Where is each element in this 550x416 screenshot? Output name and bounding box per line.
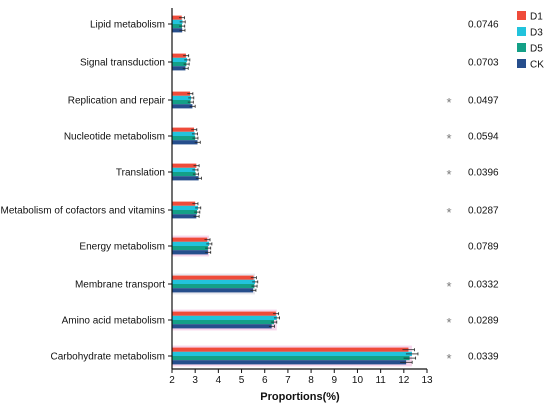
p-value: 0.0703 <box>468 58 499 69</box>
bar-d1-5 <box>172 201 196 206</box>
bar-d1-4 <box>172 163 197 168</box>
bar-ck-6 <box>172 250 208 255</box>
bar-d3-1 <box>172 57 188 62</box>
category-label: Amino acid metabolism <box>62 316 165 327</box>
legend-swatch-ck <box>517 59 526 68</box>
bar-d5-3 <box>172 136 196 141</box>
x-tick-label: 9 <box>331 375 337 386</box>
category-label: Carbohydrate metabolism <box>51 352 166 363</box>
x-tick-label: 4 <box>216 375 222 386</box>
bar-d3-5 <box>172 205 198 210</box>
p-value-column: 0.0746 0.0703 0.0497 * 0.0594 * 0.0396 * 0.0287 *… <box>446 20 499 367</box>
category-label: Translation <box>116 168 165 179</box>
bar-d1-7 <box>172 275 254 280</box>
bar-ck-1 <box>172 66 186 71</box>
significance-asterisk: * <box>446 315 451 330</box>
legend-swatch-d1 <box>517 11 526 20</box>
bar-ck-0 <box>172 28 183 33</box>
category-label: Lipid metabolism <box>90 20 165 31</box>
x-tick-label: 3 <box>192 375 198 386</box>
bar-d5-6 <box>172 246 208 251</box>
category-label: Metabolism of cofactors and vitamins <box>0 206 165 217</box>
bar-d3-2 <box>172 95 192 100</box>
x-tick-label: 10 <box>352 375 364 386</box>
p-value: 0.0594 <box>468 132 499 143</box>
bar-d5-4 <box>172 172 196 177</box>
legend-swatch-d5 <box>517 43 526 52</box>
significance-asterisk: * <box>446 351 451 366</box>
legend-label-d1: D1 <box>530 12 543 23</box>
bar-d5-5 <box>172 210 198 215</box>
bar-d5-1 <box>172 62 187 67</box>
category-label: Energy metabolism <box>79 242 165 253</box>
bar-d1-8 <box>172 311 276 316</box>
legend-label-d5: D5 <box>530 44 543 55</box>
x-tick-label: 7 <box>285 375 291 386</box>
significance-asterisk: * <box>446 279 451 294</box>
bar-d3-6 <box>172 241 210 246</box>
p-value: 0.0497 <box>468 96 499 107</box>
bar-d1-1 <box>172 53 186 58</box>
significance-asterisk: * <box>446 131 451 146</box>
p-value: 0.0289 <box>468 316 499 327</box>
legend-label-ck: CK <box>530 60 544 71</box>
p-value: 0.0789 <box>468 242 499 253</box>
x-axis-label: Proportions(%) <box>260 391 340 403</box>
bar-d1-3 <box>172 127 195 132</box>
bar-d5-2 <box>172 100 191 105</box>
significance-asterisk: * <box>446 167 451 182</box>
bars-layer <box>172 15 412 367</box>
category-label: Replication and repair <box>68 96 166 107</box>
bar-ck-2 <box>172 104 193 109</box>
bar-d5-9 <box>172 356 410 361</box>
bar-ck-8 <box>172 324 272 329</box>
bar-d1-6 <box>172 237 208 242</box>
bar-ck-5 <box>172 214 197 219</box>
bar-d5-0 <box>172 24 182 29</box>
p-value: 0.0332 <box>468 280 499 291</box>
x-tick-label: 13 <box>421 375 433 386</box>
bar-d5-7 <box>172 284 255 289</box>
p-value: 0.0339 <box>468 352 499 363</box>
bar-ck-4 <box>172 176 199 181</box>
bar-ck-9 <box>172 360 407 365</box>
bar-ck-7 <box>172 288 254 293</box>
category-label: Nucleotide metabolism <box>64 132 165 143</box>
x-tick-label: 2 <box>169 375 175 386</box>
bar-d5-8 <box>172 320 274 325</box>
bar-d3-0 <box>172 19 183 24</box>
bar-d3-7 <box>172 279 255 284</box>
category-label: Membrane transport <box>75 280 165 291</box>
bar-d1-0 <box>172 15 182 20</box>
category-labels: Lipid metabolism Signal transduction Repli… <box>0 20 165 363</box>
bar-ck-3 <box>172 140 198 145</box>
x-tick-label: 6 <box>262 375 268 386</box>
category-label: Signal transduction <box>80 58 165 69</box>
bar-d3-4 <box>172 167 196 172</box>
bar-d1-2 <box>172 91 191 96</box>
errorbar-layer <box>178 16 419 364</box>
bar-d3-8 <box>172 315 277 320</box>
bar-d3-3 <box>172 131 195 136</box>
legend-swatch-d3 <box>517 27 526 36</box>
legend: D1 D3 D5 CK <box>517 11 544 71</box>
p-value: 0.0287 <box>468 206 499 217</box>
axis-layer: 2 3 4 5 6 7 8 9 10 11 12 13 <box>168 8 433 386</box>
x-tick-label: 8 <box>308 375 314 386</box>
x-tick-label: 12 <box>398 375 410 386</box>
bar-d3-9 <box>172 351 412 356</box>
x-tick-label: 5 <box>239 375 245 386</box>
p-value: 0.0746 <box>468 20 499 31</box>
bar-d1-9 <box>172 347 409 352</box>
p-value: 0.0396 <box>468 168 499 179</box>
x-tick-label: 11 <box>375 375 386 386</box>
significance-asterisk: * <box>446 95 451 110</box>
significance-asterisk: * <box>446 205 451 220</box>
legend-label-d3: D3 <box>530 28 543 39</box>
